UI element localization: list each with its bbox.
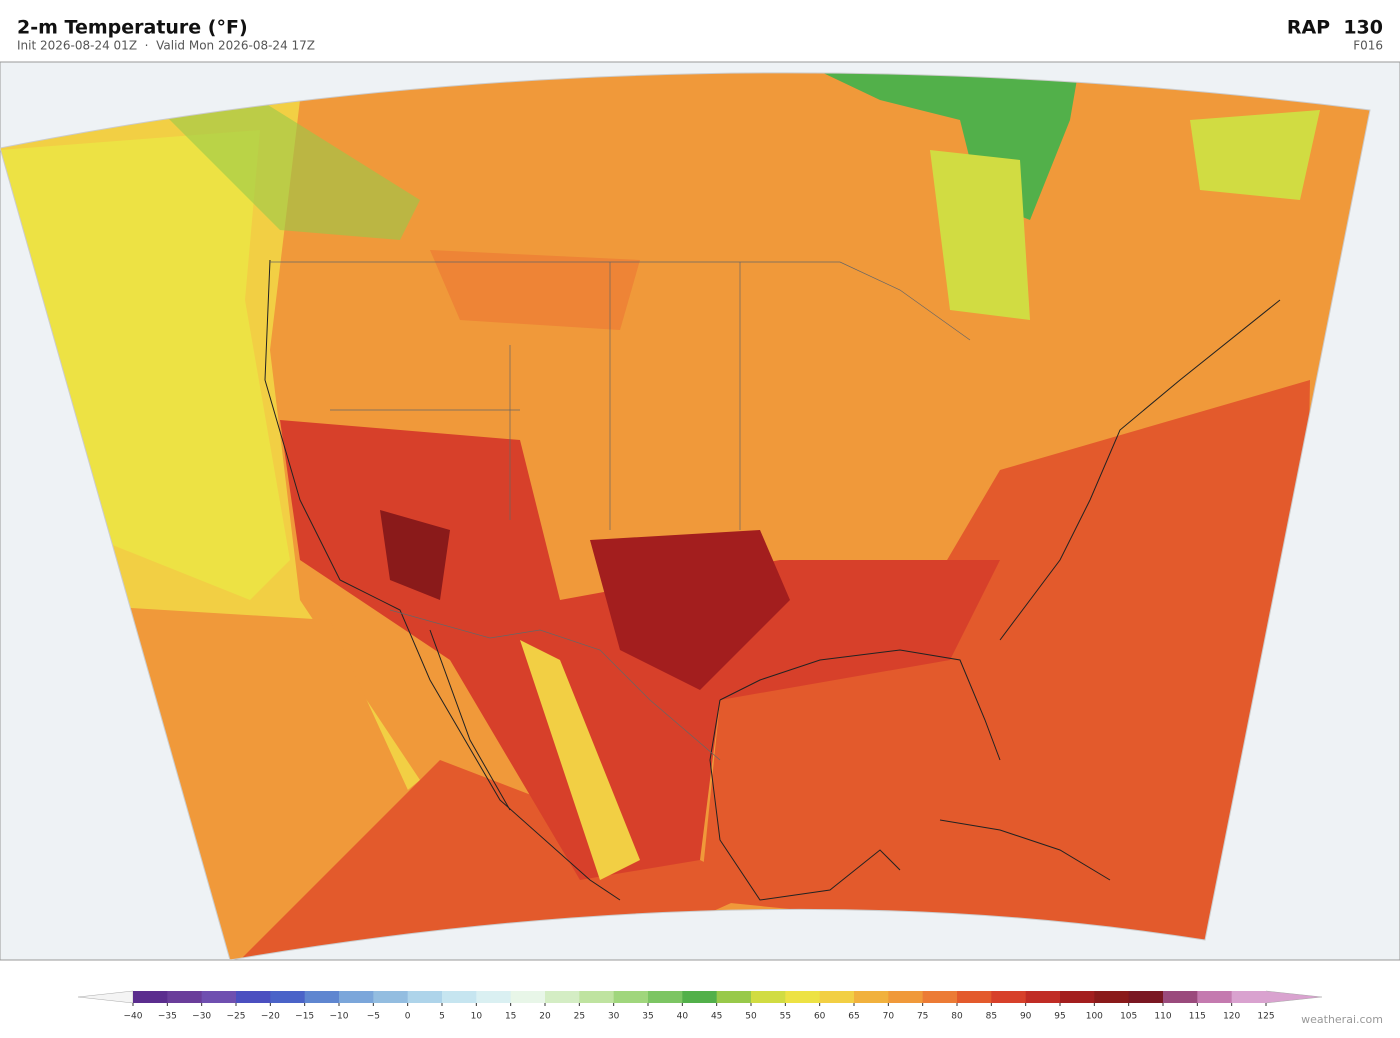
colorbar-bin bbox=[579, 991, 615, 1003]
colorbar-bin bbox=[442, 991, 477, 1003]
colorbar-bin bbox=[751, 991, 786, 1003]
colorbar-bin bbox=[1094, 991, 1130, 1003]
colorbar-bin bbox=[545, 991, 580, 1003]
tick-label: −30 bbox=[192, 1012, 211, 1022]
colorbar-bin bbox=[236, 991, 271, 1003]
colorbar-bin bbox=[854, 991, 889, 1003]
tick-label: 10 bbox=[471, 1012, 483, 1022]
tick-label: −10 bbox=[330, 1012, 349, 1022]
colorbar-bin bbox=[613, 991, 649, 1003]
tick-label: 70 bbox=[883, 1012, 895, 1022]
colorbar-bin bbox=[270, 991, 306, 1003]
tick-label: 120 bbox=[1223, 1012, 1240, 1022]
tick-label: 55 bbox=[780, 1012, 791, 1022]
tick-label: 125 bbox=[1257, 1012, 1274, 1022]
colorbar-bin bbox=[133, 991, 168, 1003]
tick-label: 50 bbox=[745, 1012, 757, 1022]
colorbar-bin bbox=[1163, 991, 1198, 1003]
colorbar-over bbox=[1265, 990, 1323, 1004]
colorbar-bin bbox=[785, 991, 821, 1003]
coastlines bbox=[264, 259, 1281, 901]
colorbar-bin bbox=[1197, 991, 1233, 1003]
tick-label: 40 bbox=[677, 1012, 689, 1022]
tick-label: 100 bbox=[1086, 1012, 1103, 1022]
tick-label: 0 bbox=[405, 1012, 411, 1022]
colorbar-bin bbox=[648, 991, 683, 1003]
map bbox=[0, 61, 1400, 961]
tick-label: 95 bbox=[1054, 1012, 1065, 1022]
colorbar-bin bbox=[1060, 991, 1095, 1003]
tick-label: 20 bbox=[539, 1012, 551, 1022]
colorbar-bin bbox=[991, 991, 1027, 1003]
colorbar: −40 −35 −30 −25 −20 −15 −10 −5 0 5 10 15 20 25 30 35 40 4… bbox=[77, 990, 1323, 1022]
colorbar-bin bbox=[476, 991, 512, 1003]
colorbar-bin bbox=[373, 991, 409, 1003]
borders bbox=[270, 261, 971, 761]
colorbar-bin bbox=[1231, 991, 1267, 1003]
colorbar-bin bbox=[922, 991, 958, 1003]
tick-label: 110 bbox=[1154, 1012, 1171, 1022]
tick-label: 115 bbox=[1189, 1012, 1206, 1022]
subtitle: Init 2026-08-24 01Z · Valid Mon 2026-08-… bbox=[17, 39, 315, 53]
tick-label: 5 bbox=[439, 1012, 445, 1022]
tick-label: 65 bbox=[848, 1012, 859, 1022]
tick-label: 90 bbox=[1020, 1012, 1032, 1022]
tick-label: 35 bbox=[642, 1012, 653, 1022]
colorbar-bin bbox=[167, 991, 203, 1003]
forecast-hour: F016 bbox=[1353, 39, 1383, 53]
tick-label: 60 bbox=[814, 1012, 826, 1022]
tick-label: −5 bbox=[367, 1012, 380, 1022]
colorbar-bin bbox=[304, 991, 340, 1003]
tick-label: 80 bbox=[951, 1012, 963, 1022]
tick-label: 15 bbox=[505, 1012, 516, 1022]
colorbar-bin bbox=[716, 991, 752, 1003]
tick-label: 30 bbox=[608, 1012, 620, 1022]
tick-label: 45 bbox=[711, 1012, 722, 1022]
tick-label: 25 bbox=[574, 1012, 585, 1022]
colorbar-bin bbox=[407, 991, 443, 1003]
tick-label: −20 bbox=[261, 1012, 280, 1022]
colorbar-bin bbox=[888, 991, 924, 1003]
colorbar-bin bbox=[957, 991, 992, 1003]
colorbar-bin bbox=[510, 991, 546, 1003]
colorbar-bin bbox=[339, 991, 374, 1003]
temperature-field bbox=[0, 72, 1370, 960]
colorbar-under bbox=[77, 990, 134, 1004]
colorbar-bin bbox=[819, 991, 855, 1003]
title: 2-m Temperature (°F) bbox=[17, 17, 248, 39]
tick-label: −25 bbox=[227, 1012, 246, 1022]
tick-label: −15 bbox=[295, 1012, 314, 1022]
colorbar-bin bbox=[201, 991, 237, 1003]
tick-label: −40 bbox=[124, 1012, 143, 1022]
model: RAP 130 bbox=[1287, 17, 1383, 39]
colorbar-bin bbox=[1025, 991, 1061, 1003]
credit: weatherai.com bbox=[1301, 1013, 1383, 1026]
tick-label: −35 bbox=[158, 1012, 177, 1022]
tick-label: 75 bbox=[917, 1012, 928, 1022]
tick-label: 85 bbox=[986, 1012, 997, 1022]
colorbar-bin bbox=[1128, 991, 1164, 1003]
colorbar-bin bbox=[682, 991, 718, 1003]
tick-label: 105 bbox=[1120, 1012, 1137, 1022]
